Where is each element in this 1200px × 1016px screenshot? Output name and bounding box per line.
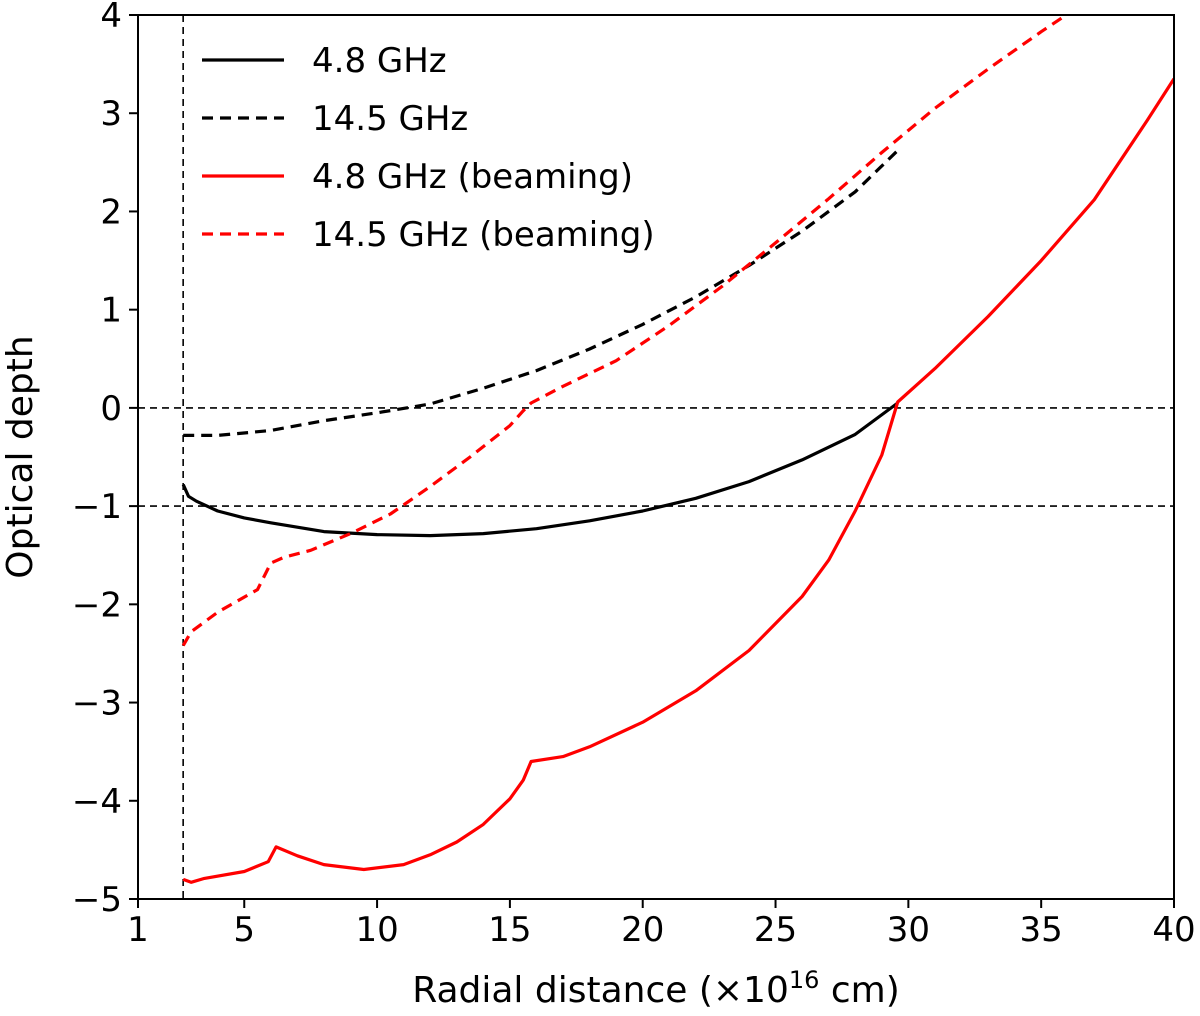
legend-label-3: 14.5 GHz (beaming): [312, 215, 655, 255]
y-tick-label-3: 3: [100, 94, 122, 134]
x-tick-label-20: 20: [621, 910, 664, 950]
x-tick-label-30: 30: [887, 910, 930, 950]
y-tick-label-4: 4: [100, 0, 122, 36]
y-tick-label--4: −4: [72, 782, 122, 822]
y-tick-label--1: −1: [72, 487, 122, 527]
y-tick-label-1: 1: [100, 291, 122, 331]
x-tick-label-1: 1: [127, 910, 149, 950]
legend: 4.8 GHz 14.5 GHz 4.8 GHz (beaming) 14.5 GHz…: [202, 41, 655, 255]
x-tick-label-25: 25: [754, 910, 797, 950]
reference-lines: [138, 15, 1174, 899]
y-tick-label-0: 0: [100, 389, 122, 429]
x-tick-label-5: 5: [233, 910, 255, 950]
legend-label-1: 14.5 GHz: [312, 99, 468, 139]
y-tick-label--3: −3: [72, 684, 122, 724]
y-tick-label--5: −5: [72, 880, 122, 920]
y-axis-title: Optical depth: [0, 335, 41, 578]
series-layer: [181, 15, 1174, 884]
x-tick-label-35: 35: [1020, 910, 1063, 950]
series-line-0: [181, 401, 899, 538]
series-line-3: [181, 15, 1070, 647]
x-axis-title-prefix: Radial distance (×10: [412, 970, 789, 1011]
x-tick-label-15: 15: [488, 910, 531, 950]
y-tick-label--2: −2: [72, 585, 122, 625]
plot-frame: [137, 14, 1175, 900]
x-tick-label-40: 40: [1152, 910, 1195, 950]
x-axis-title-suffix: cm): [819, 970, 899, 1011]
x-tick-label-10: 10: [355, 910, 398, 950]
x-axis-title: Radial distance (×1016 cm): [412, 966, 900, 1011]
legend-label-2: 4.8 GHz (beaming): [312, 157, 633, 197]
legend-label-0: 4.8 GHz: [312, 41, 447, 81]
y-tick-label-2: 2: [100, 192, 122, 232]
x-axis-title-exponent: 16: [789, 966, 820, 994]
series-line-2: [182, 77, 1174, 884]
series-line-1: [183, 149, 899, 437]
